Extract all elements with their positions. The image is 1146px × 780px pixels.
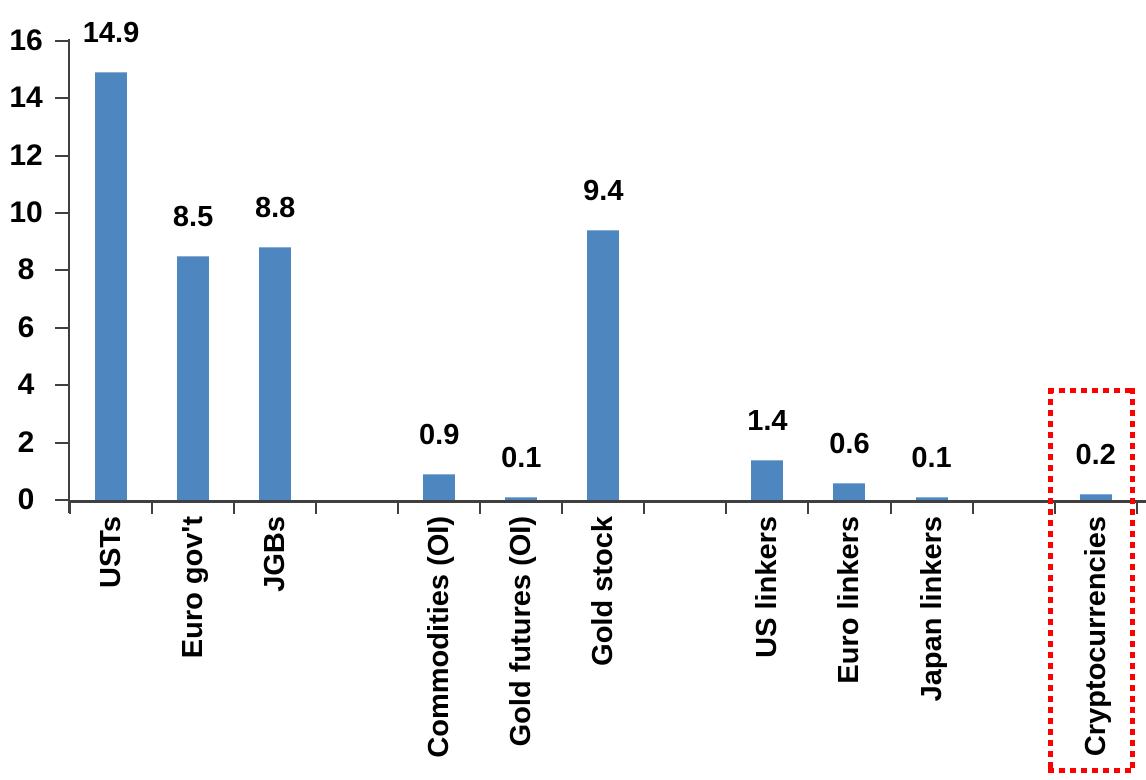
y-tick-label: 12 bbox=[9, 138, 43, 172]
x-tick bbox=[233, 502, 236, 514]
value-label: 0.6 bbox=[829, 427, 870, 460]
bar bbox=[259, 247, 292, 500]
y-tick-label: 0 bbox=[17, 483, 35, 516]
y-tick bbox=[54, 326, 68, 329]
bar bbox=[587, 230, 620, 500]
y-tick bbox=[54, 499, 68, 501]
category-label: Gold futures (OI) bbox=[505, 516, 538, 747]
y-tick bbox=[54, 441, 68, 444]
value-label: 14.9 bbox=[82, 17, 140, 50]
bar bbox=[833, 482, 866, 500]
category-label: Commodities (OI) bbox=[423, 516, 456, 758]
x-axis bbox=[67, 500, 1146, 503]
bar bbox=[915, 497, 948, 500]
bar bbox=[751, 459, 784, 500]
y-tick-label: 16 bbox=[9, 23, 43, 57]
value-label: 1.4 bbox=[747, 404, 788, 437]
y-tick-label: 8 bbox=[17, 253, 35, 287]
value-label: 8.8 bbox=[254, 192, 296, 225]
y-tick-label: 4 bbox=[17, 368, 35, 402]
category-label: Japan linkers bbox=[915, 516, 948, 702]
category-label: Gold stock bbox=[587, 516, 620, 666]
bar bbox=[423, 474, 456, 500]
x-tick bbox=[151, 502, 154, 514]
y-tick bbox=[54, 212, 68, 214]
x-tick bbox=[889, 502, 892, 514]
y-tick bbox=[54, 39, 68, 42]
x-tick bbox=[725, 502, 728, 514]
y-tick bbox=[54, 269, 68, 272]
highlight-box bbox=[1047, 388, 1135, 773]
category-label: Euro linkers bbox=[833, 516, 866, 684]
x-tick bbox=[479, 502, 482, 514]
value-label: 0.9 bbox=[419, 419, 460, 452]
y-tick bbox=[54, 97, 68, 100]
value-label: 9.4 bbox=[583, 175, 624, 208]
x-tick bbox=[643, 502, 646, 514]
bar bbox=[177, 256, 210, 500]
value-label: 0.1 bbox=[911, 442, 952, 474]
y-tick bbox=[54, 384, 68, 387]
y-tick-label: 6 bbox=[17, 310, 35, 344]
x-tick bbox=[1135, 502, 1138, 514]
y-tick-label: 10 bbox=[9, 196, 43, 229]
value-label: 8.5 bbox=[172, 201, 214, 234]
x-tick bbox=[69, 502, 71, 514]
bar bbox=[505, 497, 538, 500]
x-tick bbox=[971, 502, 974, 514]
x-tick bbox=[315, 502, 318, 514]
value-label: 0.1 bbox=[501, 442, 542, 474]
y-axis bbox=[67, 39, 70, 513]
y-tick-label: 14 bbox=[9, 81, 43, 115]
category-label: JGBs bbox=[259, 516, 292, 592]
category-label: USTs bbox=[95, 516, 128, 588]
x-tick bbox=[561, 502, 564, 514]
bar bbox=[95, 72, 128, 500]
category-label: US linkers bbox=[751, 516, 784, 658]
x-tick bbox=[807, 502, 810, 514]
category-label: Euro gov't bbox=[177, 516, 210, 659]
y-tick bbox=[54, 154, 68, 157]
x-tick bbox=[397, 502, 400, 514]
y-tick-label: 2 bbox=[17, 425, 35, 459]
